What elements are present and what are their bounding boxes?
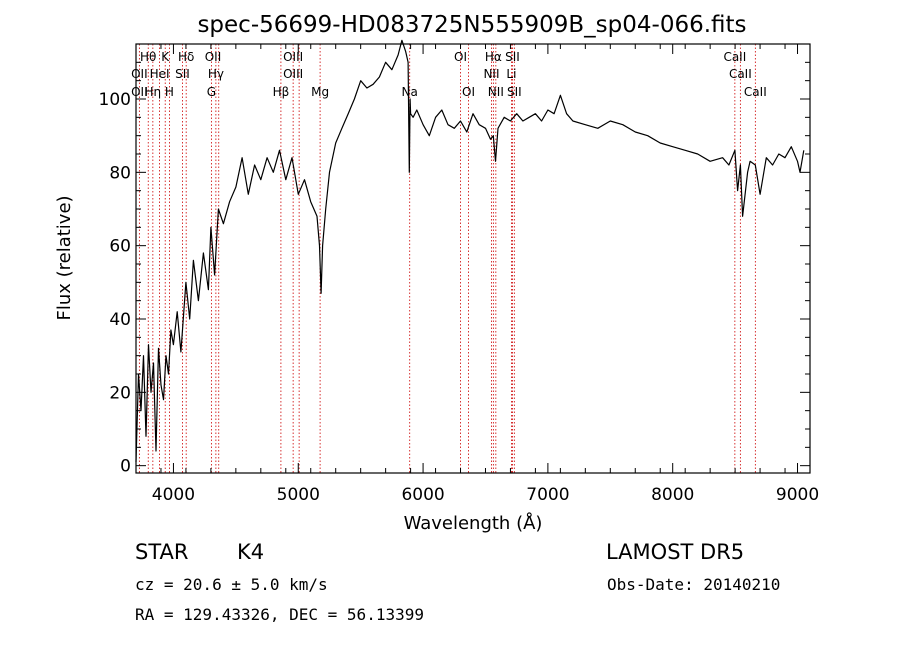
line-label: SII: [175, 67, 190, 81]
line-label: HeI: [150, 67, 170, 81]
plot-frame: [135, 43, 811, 474]
y-tick-label: 20: [109, 383, 131, 403]
x-tick-label: 9000: [776, 485, 819, 505]
object-subclass: K4: [237, 540, 264, 564]
line-label: SII: [505, 50, 520, 64]
x-tick-label: 7000: [526, 485, 569, 505]
line-label: K: [161, 50, 170, 64]
line-label: OII: [131, 67, 148, 81]
y-tick-label: 80: [109, 163, 131, 183]
line-label: Na: [402, 85, 418, 99]
chart-title: spec-56699-HD083725N555909B_sp04-066.fit…: [197, 12, 746, 38]
line-label: Hβ: [273, 85, 290, 99]
line-label: OII: [131, 85, 148, 99]
redshift-readout: cz = 20.6 ± 5.0 km/s: [135, 575, 328, 594]
object-class: STAR: [135, 540, 188, 564]
line-label: OI: [462, 85, 475, 99]
line-label: Mg: [311, 85, 329, 99]
survey-name: LAMOST DR5: [606, 540, 744, 564]
y-tick-label: 100: [99, 90, 131, 110]
line-label: CaII: [729, 67, 752, 81]
x-axis-label: Wavelength (Å): [404, 512, 543, 534]
line-label: Hδ: [178, 50, 194, 64]
y-tick-label: 60: [109, 237, 131, 257]
y-tick-label: 40: [109, 310, 131, 330]
coordinates-readout: RA = 129.43326, DEC = 56.13399: [135, 605, 424, 624]
line-label: NII: [483, 67, 499, 81]
x-tick-label: 6000: [401, 485, 444, 505]
x-tick-label: 8000: [651, 485, 694, 505]
y-axis-label: Flux (relative): [54, 195, 75, 320]
line-label: SII: [507, 85, 522, 99]
line-label: OIII: [283, 50, 303, 64]
line-label: Hα: [485, 50, 502, 64]
line-label: Hη: [145, 85, 162, 99]
x-tick-label: 4000: [152, 485, 195, 505]
line-label: OIII: [283, 67, 303, 81]
line-label: CaII: [744, 85, 767, 99]
line-label: CaII: [723, 50, 746, 64]
line-label: G: [207, 85, 216, 99]
line-label: OII: [205, 50, 222, 64]
x-tick-label: 5000: [277, 485, 320, 505]
line-label: NII: [488, 85, 504, 99]
line-label: H: [165, 85, 174, 99]
line-label: Li: [506, 67, 516, 81]
line-label: OI: [454, 50, 467, 64]
y-tick-label: 0: [120, 457, 131, 477]
observation-date: Obs-Date: 20140210: [607, 575, 780, 594]
line-markers: [138, 44, 756, 473]
line-label: Hγ: [208, 67, 224, 81]
axis-ticks: 4000 5000 6000 7000 8000 9000 0 20 40 60 80 100: [99, 43, 819, 505]
line-label: Hθ: [140, 50, 156, 64]
spectrum-line: [135, 39, 805, 463]
